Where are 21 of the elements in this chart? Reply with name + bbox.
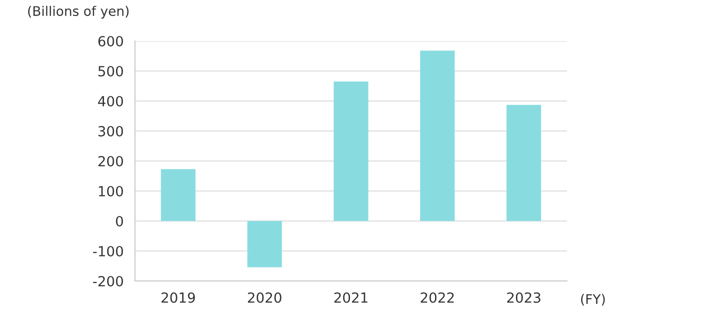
y-tick-label: 500	[98, 66, 123, 76]
x-tick-label: 2023	[507, 292, 540, 303]
y-tick-label: -100	[93, 246, 123, 256]
y-tick-label: 100	[98, 186, 123, 196]
x-tick-label: 2022	[420, 292, 454, 303]
y-tick-label: 400	[98, 96, 123, 106]
x-axis-title: (FY)	[581, 294, 605, 306]
y-tick-label: 300	[98, 126, 123, 136]
y-axis-title: (Billions of yen)	[28, 6, 129, 19]
x-tick-label: 2019	[162, 292, 195, 303]
bar	[420, 50, 455, 221]
y-tick-label: 0	[116, 216, 123, 226]
x-tick-label: 2021	[334, 292, 368, 303]
bar	[334, 82, 368, 221]
bar	[506, 104, 542, 221]
bar	[160, 169, 196, 221]
y-tick-label: -200	[93, 276, 123, 286]
x-tick-label: 2020	[248, 292, 282, 303]
y-tick-label: 200	[98, 156, 123, 166]
y-tick-label: 600	[98, 36, 123, 46]
bar	[247, 221, 282, 268]
